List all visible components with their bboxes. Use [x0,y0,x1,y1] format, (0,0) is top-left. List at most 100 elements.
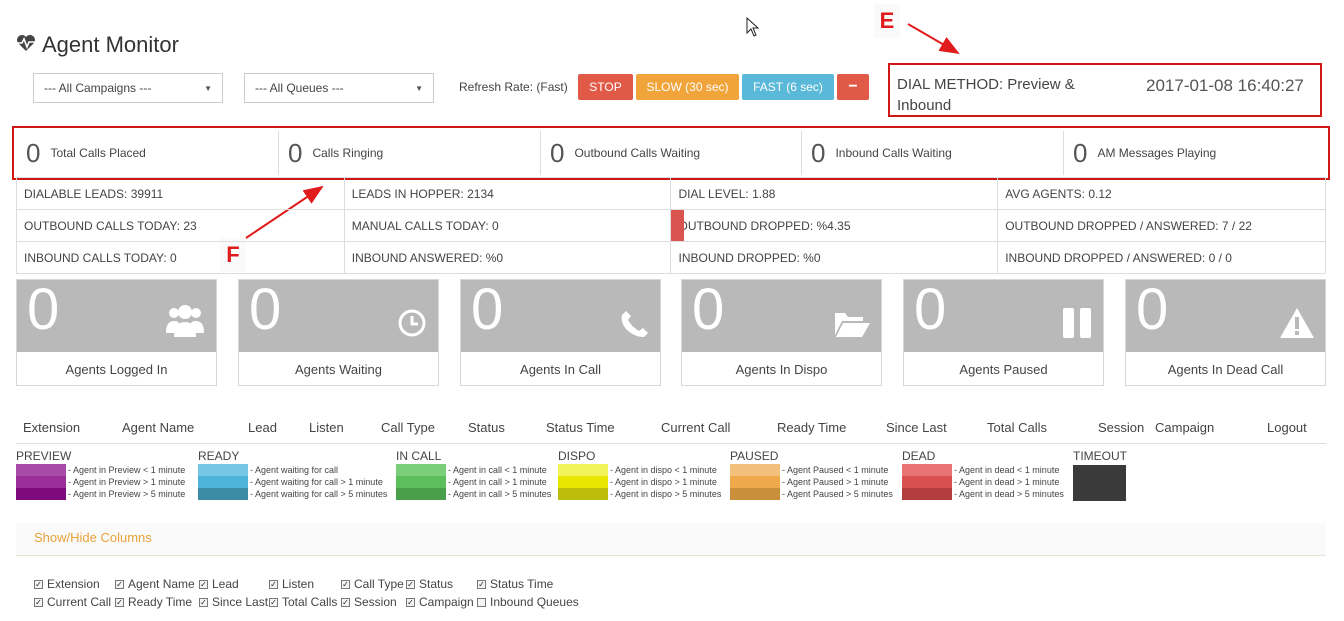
checkbox-checked-icon[interactable]: ✓ [269,597,278,607]
checkbox-checked-icon[interactable]: ✓ [115,579,124,589]
show-hide-columns-label[interactable]: Show/Hide Columns [34,530,152,545]
toggle-ready-time[interactable]: ✓ Ready Time [115,595,192,609]
checkbox-checked-icon[interactable]: ✓ [199,597,208,607]
legend-swatch [558,476,608,488]
toggle-current-call[interactable]: ✓ Current Call [34,595,111,609]
outbound-calls-today: OUTBOUND CALLS TODAY: 23 [16,209,345,242]
checkbox-checked-icon[interactable]: ✓ [115,597,124,607]
legend-timeout: TIMEOUT [1073,449,1127,464]
checkbox-checked-icon[interactable]: ✓ [477,579,486,589]
legend-swatch [730,464,780,476]
checkbox-checked-icon[interactable]: ✓ [269,579,278,589]
checkbox-checked-icon[interactable]: ✓ [34,597,43,607]
metrics-row: OUTBOUND CALLS TODAY: 23 MANUAL CALLS TO… [16,209,1326,242]
column-header-agent-name[interactable]: Agent Name [122,420,195,435]
campaigns-select-value: --- All Campaigns --- [44,81,152,95]
dialable-leads: DIALABLE LEADS: 39911 [16,177,345,210]
collapse-button[interactable]: − [837,74,869,100]
legend-title: DEAD [902,449,936,463]
caret-down-icon: ▼ [204,83,212,93]
legend-text: - Agent in dead > 5 minutes [954,489,1064,499]
legend-dead: DEAD - Agent in dead < 1 minute - Agent … [902,449,1064,500]
stat-value: 0 [811,137,826,168]
checkbox-unchecked-icon[interactable] [477,597,486,607]
toggle-lead[interactable]: ✓ Lead [199,577,239,591]
legend-text: - Agent Paused > 1 minute [782,477,889,487]
stat-value: 0 [288,137,303,168]
stop-button[interactable]: STOP [578,74,633,100]
outbound-dropped-cell: OUTBOUND DROPPED: %4.35 [670,209,999,242]
checkbox-checked-icon[interactable]: ✓ [199,579,208,589]
legend-text: - Agent waiting for call > 1 minute [250,477,383,487]
tile-agents-waiting: 0 Agents Waiting [238,277,439,386]
checkbox-checked-icon[interactable]: ✓ [406,597,415,607]
toggle-agent-name[interactable]: ✓ Agent Name [115,577,195,591]
campaigns-select[interactable]: --- All Campaigns --- ▼ [33,73,223,103]
legend-text: - Agent in dead > 1 minute [954,477,1060,487]
column-header-logout[interactable]: Logout [1267,420,1307,435]
legend-text: - Agent in Preview > 5 minute [68,489,186,499]
toggle-listen[interactable]: ✓ Listen [269,577,314,591]
toggle-since-last[interactable]: ✓ Since Last [199,595,268,609]
inbound-dropped: INBOUND DROPPED: %0 [670,241,999,274]
column-header-campaign[interactable]: Campaign [1155,420,1215,435]
legend-text: - Agent Paused > 5 minutes [782,489,893,499]
legend-swatch [396,488,446,500]
toggle-label: Since Last [212,595,269,609]
tile-label: Agents In Dispo [735,361,828,377]
toggle-extension[interactable]: ✓ Extension [34,577,100,591]
toggle-total-calls[interactable]: ✓ Total Calls [269,595,337,609]
warning-icon [1279,307,1315,344]
checkbox-checked-icon[interactable]: ✓ [341,597,350,607]
checkbox-checked-icon[interactable]: ✓ [341,579,350,589]
divider [540,131,541,175]
column-header-total-calls[interactable]: Total Calls [987,420,1047,435]
tile-agents-in-dead-call: 0 Agents In Dead Call [1125,277,1326,386]
column-header-lead[interactable]: Lead [248,420,277,435]
toggle-label: Lead [212,577,239,591]
checkbox-checked-icon[interactable]: ✓ [34,579,43,589]
tile-value: 0 [1136,277,1169,342]
legend-swatch [902,476,952,488]
stat-value: 0 [1073,137,1088,168]
legend-swatch [902,464,952,476]
legend-title: IN CALL [396,449,442,463]
toggle-inbound-queues[interactable]: Inbound Queues [477,595,579,609]
legend-text: - Agent Paused < 1 minute [782,465,889,475]
stat-value: 0 [550,137,565,168]
checkbox-checked-icon[interactable]: ✓ [406,579,415,589]
show-hide-columns-toggle[interactable]: Show/Hide Columns [16,523,1326,556]
column-header-since-last[interactable]: Since Last [886,420,947,435]
column-header-ready-time[interactable]: Ready Time [777,420,847,435]
legend-swatch [730,488,780,500]
stat-label: Total Calls Placed [50,146,146,160]
stat-label: Outbound Calls Waiting [574,146,701,160]
legend-text: - Agent in Preview < 1 minute [68,465,186,475]
column-header-listen[interactable]: Listen [309,420,344,435]
toggle-label: Agent Name [128,577,195,591]
column-header-session[interactable]: Session [1098,420,1145,435]
legend-text: - Agent in dispo > 5 minutes [610,489,722,499]
legend-title: DISPO [558,449,596,463]
stat-label: Calls Ringing [312,146,384,160]
inbound-answered: INBOUND ANSWERED: %0 [343,241,672,274]
column-header-call-type[interactable]: Call Type [381,420,435,435]
tile-value: 0 [27,277,60,342]
folder-open-icon [833,309,871,344]
slow-refresh-button[interactable]: SLOW (30 sec) [636,74,739,100]
column-header-status-time[interactable]: Status Time [546,420,615,435]
column-header-current-call[interactable]: Current Call [661,420,731,435]
toggle-status-time[interactable]: ✓ Status Time [477,577,553,591]
toggle-status[interactable]: ✓ Status [406,577,453,591]
toggle-call-type[interactable]: ✓ Call Type [341,577,404,591]
legend-text: - Agent waiting for call [250,465,339,475]
column-header-extension[interactable]: Extension [23,420,81,435]
toggle-session[interactable]: ✓ Session [341,595,397,609]
toggle-campaign[interactable]: ✓ Campaign [406,595,474,609]
queues-select[interactable]: --- All Queues --- ▼ [244,73,434,103]
legend-swatch [16,476,66,488]
fast-refresh-button[interactable]: FAST (6 sec) [742,74,834,100]
tile-label: Agents In Call [520,361,601,377]
legend-ready: READY - Agent waiting for call - Agent w… [198,449,387,500]
column-header-status[interactable]: Status [468,420,505,435]
